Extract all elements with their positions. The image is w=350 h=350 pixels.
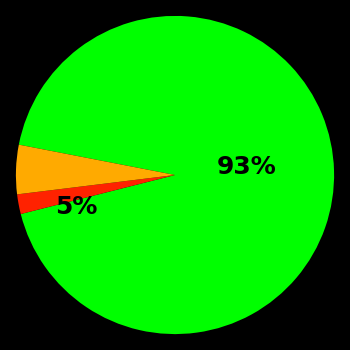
Text: 5%: 5%: [55, 195, 98, 219]
Text: 93%: 93%: [217, 155, 276, 179]
Wedge shape: [16, 145, 175, 194]
Wedge shape: [19, 16, 334, 334]
Wedge shape: [17, 175, 175, 214]
